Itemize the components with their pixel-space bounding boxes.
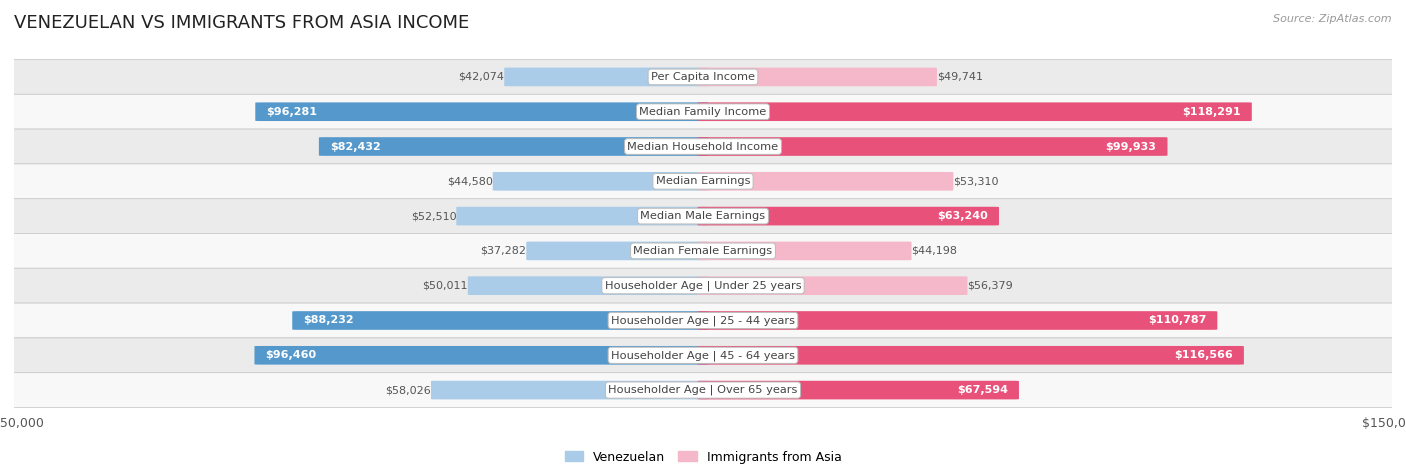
FancyBboxPatch shape xyxy=(256,102,709,121)
Text: Source: ZipAtlas.com: Source: ZipAtlas.com xyxy=(1274,14,1392,24)
Text: $99,933: $99,933 xyxy=(1105,142,1157,151)
Text: $52,510: $52,510 xyxy=(411,211,457,221)
Text: $118,291: $118,291 xyxy=(1182,107,1240,117)
Text: $110,787: $110,787 xyxy=(1147,316,1206,325)
FancyBboxPatch shape xyxy=(505,68,709,86)
FancyBboxPatch shape xyxy=(697,68,936,86)
Text: Per Capita Income: Per Capita Income xyxy=(651,72,755,82)
Text: Median Earnings: Median Earnings xyxy=(655,177,751,186)
FancyBboxPatch shape xyxy=(292,311,709,330)
FancyBboxPatch shape xyxy=(697,241,911,260)
FancyBboxPatch shape xyxy=(697,102,1251,121)
FancyBboxPatch shape xyxy=(0,234,1406,269)
Text: $96,460: $96,460 xyxy=(266,350,316,360)
Text: Median Family Income: Median Family Income xyxy=(640,107,766,117)
Text: $88,232: $88,232 xyxy=(304,316,354,325)
Text: Median Household Income: Median Household Income xyxy=(627,142,779,151)
Text: Median Male Earnings: Median Male Earnings xyxy=(641,211,765,221)
Text: $37,282: $37,282 xyxy=(481,246,526,256)
FancyBboxPatch shape xyxy=(0,129,1406,164)
FancyBboxPatch shape xyxy=(697,137,1167,156)
FancyBboxPatch shape xyxy=(0,269,1406,303)
FancyBboxPatch shape xyxy=(492,172,709,191)
FancyBboxPatch shape xyxy=(0,338,1406,373)
Text: $82,432: $82,432 xyxy=(330,142,381,151)
FancyBboxPatch shape xyxy=(0,303,1406,338)
Text: $116,566: $116,566 xyxy=(1174,350,1233,360)
FancyBboxPatch shape xyxy=(697,346,1244,365)
Text: $63,240: $63,240 xyxy=(938,211,988,221)
FancyBboxPatch shape xyxy=(0,59,1406,94)
FancyBboxPatch shape xyxy=(697,311,1218,330)
FancyBboxPatch shape xyxy=(526,241,709,260)
FancyBboxPatch shape xyxy=(319,137,709,156)
Text: $49,741: $49,741 xyxy=(936,72,983,82)
FancyBboxPatch shape xyxy=(0,373,1406,408)
Text: Householder Age | Over 65 years: Householder Age | Over 65 years xyxy=(609,385,797,396)
FancyBboxPatch shape xyxy=(697,207,1000,226)
Text: VENEZUELAN VS IMMIGRANTS FROM ASIA INCOME: VENEZUELAN VS IMMIGRANTS FROM ASIA INCOM… xyxy=(14,14,470,32)
Text: $42,074: $42,074 xyxy=(458,72,505,82)
Text: $67,594: $67,594 xyxy=(957,385,1008,395)
Text: Householder Age | Under 25 years: Householder Age | Under 25 years xyxy=(605,281,801,291)
Text: $58,026: $58,026 xyxy=(385,385,432,395)
FancyBboxPatch shape xyxy=(0,198,1406,234)
Legend: Venezuelan, Immigrants from Asia: Venezuelan, Immigrants from Asia xyxy=(560,446,846,467)
Text: $96,281: $96,281 xyxy=(266,107,318,117)
Text: Householder Age | 45 - 64 years: Householder Age | 45 - 64 years xyxy=(612,350,794,361)
Text: $44,580: $44,580 xyxy=(447,177,492,186)
Text: $56,379: $56,379 xyxy=(967,281,1014,290)
FancyBboxPatch shape xyxy=(0,164,1406,198)
Text: $44,198: $44,198 xyxy=(911,246,957,256)
FancyBboxPatch shape xyxy=(697,276,967,295)
Text: Median Female Earnings: Median Female Earnings xyxy=(634,246,772,256)
FancyBboxPatch shape xyxy=(254,346,709,365)
Text: Householder Age | 25 - 44 years: Householder Age | 25 - 44 years xyxy=(612,315,794,326)
Text: $50,011: $50,011 xyxy=(422,281,468,290)
FancyBboxPatch shape xyxy=(432,381,709,399)
FancyBboxPatch shape xyxy=(468,276,709,295)
FancyBboxPatch shape xyxy=(697,172,953,191)
FancyBboxPatch shape xyxy=(0,94,1406,129)
FancyBboxPatch shape xyxy=(697,381,1019,399)
Text: $53,310: $53,310 xyxy=(953,177,998,186)
FancyBboxPatch shape xyxy=(457,207,709,226)
